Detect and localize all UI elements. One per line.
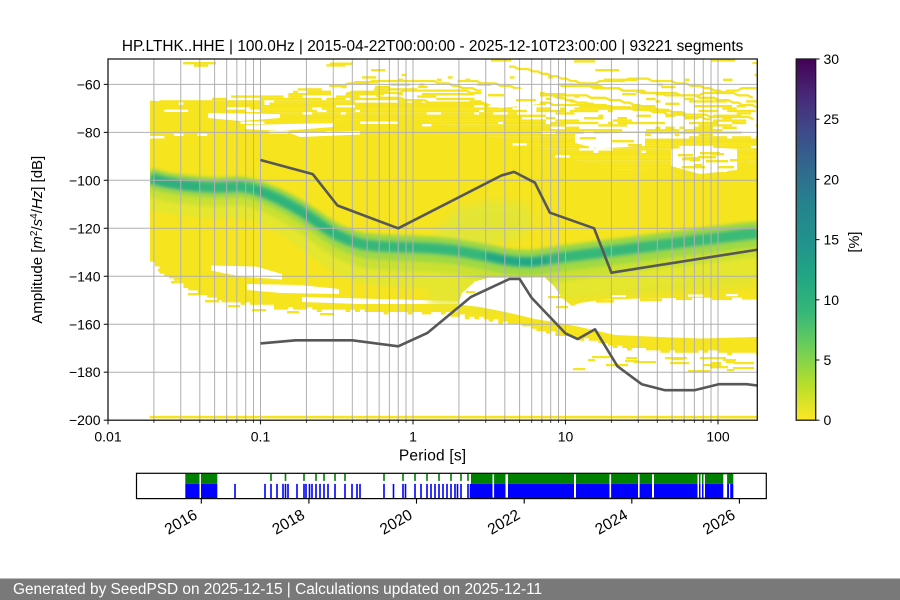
svg-text:0: 0 [824, 412, 832, 428]
svg-text:−200: −200 [69, 412, 101, 428]
svg-text:30: 30 [824, 51, 840, 67]
svg-text:−60: −60 [77, 76, 101, 92]
svg-text:0.01: 0.01 [94, 429, 121, 445]
svg-text:Period [s]: Period [s] [399, 448, 466, 465]
svg-text:−140: −140 [69, 268, 101, 284]
svg-text:0.1: 0.1 [251, 429, 271, 445]
svg-text:−160: −160 [69, 316, 101, 332]
svg-text:Generated by SeedPSD on 2025-1: Generated by SeedPSD on 2025-12-15 | Cal… [13, 581, 542, 598]
svg-text:25: 25 [824, 111, 840, 127]
svg-text:−180: −180 [69, 364, 101, 380]
svg-text:1: 1 [409, 429, 417, 445]
svg-text:HP.LTHK..HHE | 100.0Hz | 2015-: HP.LTHK..HHE | 100.0Hz | 2015-04-22T00:0… [122, 38, 744, 55]
svg-text:−80: −80 [77, 124, 101, 140]
svg-text:−100: −100 [69, 172, 101, 188]
svg-text:5: 5 [824, 352, 832, 368]
svg-text:20: 20 [824, 171, 840, 187]
svg-text:15: 15 [824, 232, 840, 248]
svg-text:10: 10 [824, 292, 840, 308]
svg-text:[%]: [%] [847, 232, 863, 253]
svg-text:Amplitude [m2/s4/Hz] [dB]: Amplitude [m2/s4/Hz] [dB] [29, 156, 46, 324]
svg-text:100: 100 [706, 429, 730, 445]
svg-text:−120: −120 [69, 220, 101, 236]
svg-text:10: 10 [558, 429, 574, 445]
